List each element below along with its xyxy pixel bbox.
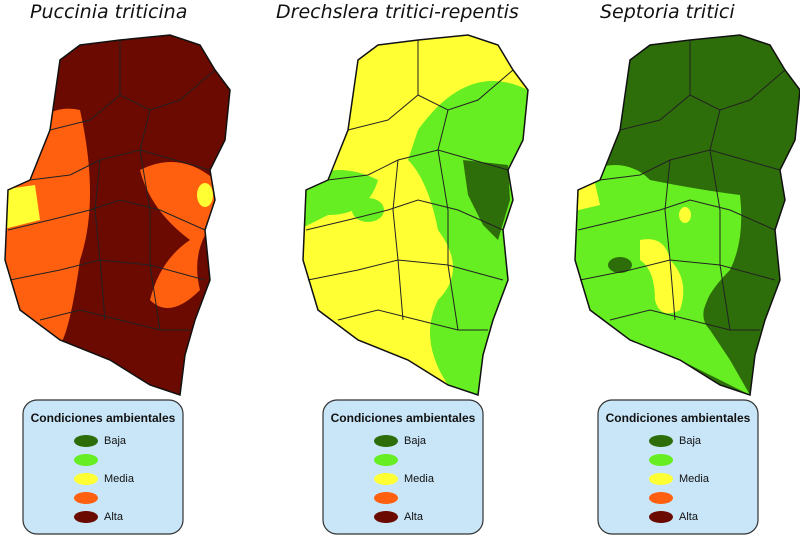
- legend-label: Alta: [104, 511, 124, 523]
- legend-swatch: [74, 454, 98, 466]
- legend-box: [22, 399, 184, 535]
- legend-swatch: [649, 511, 673, 523]
- legend-box: [322, 399, 484, 535]
- legend-swatch: [74, 435, 98, 447]
- legend-label: Baja: [404, 435, 427, 447]
- legend-swatch: [374, 435, 398, 447]
- legend-swatch: [649, 454, 673, 466]
- legend-title: Condiciones ambientales: [606, 411, 751, 425]
- legend-label: Alta: [679, 511, 699, 523]
- legend: Condiciones ambientales Baja Media Alta: [22, 399, 184, 535]
- legend-swatch: [374, 492, 398, 504]
- legend-label: Alta: [404, 511, 424, 523]
- legend-label: Media: [404, 473, 435, 485]
- legend-box: [597, 399, 759, 535]
- legends: Condiciones ambientalesBajaMediaAltaCond…: [22, 399, 759, 535]
- legend-title: Condiciones ambientales: [331, 411, 476, 425]
- map-title: Drechslera tritici-repentis: [276, 1, 519, 23]
- legend-swatch: [649, 435, 673, 447]
- legend-swatch: [374, 511, 398, 523]
- legend-swatch: [649, 492, 673, 504]
- map-title: Puccinia triticina: [30, 1, 187, 23]
- legend: Condiciones ambientales Baja Media Alta: [322, 399, 484, 535]
- map-panel: Drechslera tritici-repentis: [276, 1, 529, 396]
- legend-swatch: [374, 473, 398, 485]
- legend-label: Media: [104, 473, 135, 485]
- legend-swatch: [74, 473, 98, 485]
- map-panel: Septoria tritici: [574, 1, 800, 396]
- legend-label: Baja: [104, 435, 127, 447]
- legend: Condiciones ambientales Baja Media Alta: [597, 399, 759, 535]
- legend-swatch: [74, 511, 98, 523]
- map-panel: Puccinia triticina: [4, 1, 231, 396]
- map-title: Septoria tritici: [600, 1, 735, 23]
- legend-swatch: [74, 492, 98, 504]
- legend-swatch: [649, 473, 673, 485]
- legend-label: Baja: [679, 435, 702, 447]
- legend-label: Media: [679, 473, 710, 485]
- legend-title: Condiciones ambientales: [31, 411, 176, 425]
- legend-swatch: [374, 454, 398, 466]
